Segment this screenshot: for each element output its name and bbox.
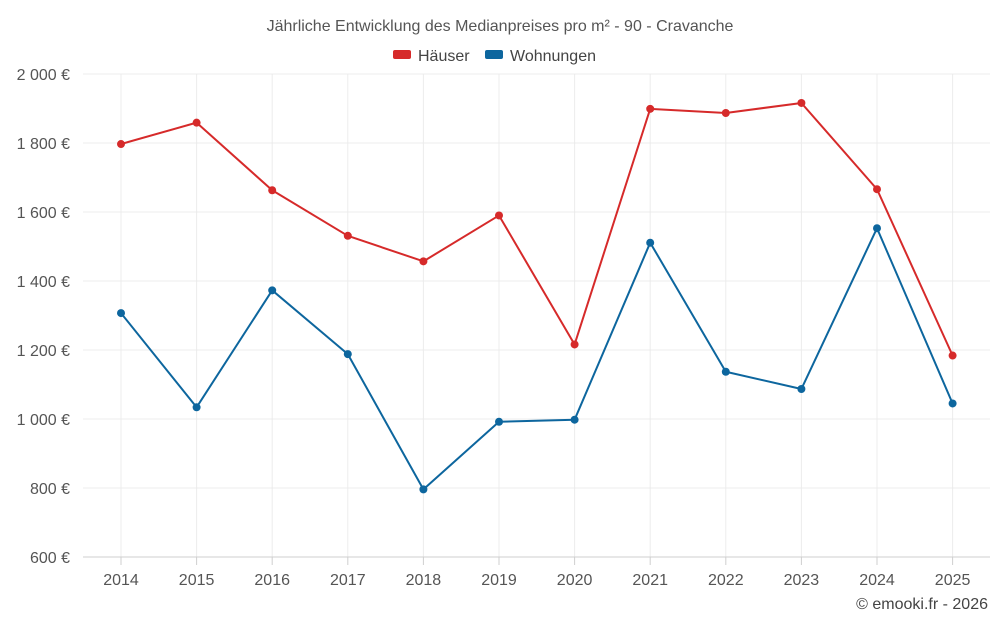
x-tick-label: 2022 <box>708 572 744 589</box>
x-axis-ticks: 2014 2015 2016 2017 2018 2019 2020 2021 2022 2023… <box>103 557 970 589</box>
data-point-haeuser[interactable] <box>646 104 655 113</box>
series-group <box>117 98 957 494</box>
data-point-haeuser[interactable] <box>268 186 277 195</box>
series-line-haeuser <box>120 101 954 356</box>
x-tick-label: 2020 <box>557 572 593 589</box>
data-point-haeuser[interactable] <box>873 185 881 194</box>
data-point-wohnungen[interactable] <box>268 286 277 295</box>
legend-item-haeuser[interactable]: Häuser <box>393 48 470 65</box>
data-point-wohnungen[interactable] <box>721 367 730 376</box>
legend-label-wohnungen: Wohnungen <box>510 48 596 65</box>
legend-item-wohnungen[interactable]: Wohnungen <box>485 48 596 65</box>
data-point-haeuser[interactable] <box>117 140 125 149</box>
x-gridlines <box>120 74 954 557</box>
x-tick-label: 2021 <box>632 572 668 589</box>
y-axis-ticks: 600 € 800 € 1 000 € 1 200 € 1 400 € 1 600 € 1 … <box>17 67 70 567</box>
data-point-haeuser[interactable] <box>797 98 806 107</box>
y-tick-label: 600 € <box>30 550 70 567</box>
data-point-haeuser[interactable] <box>192 118 201 127</box>
y-tick-label: 1 400 € <box>17 274 70 291</box>
data-point-wohnungen[interactable] <box>419 485 428 494</box>
data-point-wohnungen[interactable] <box>797 384 806 393</box>
data-point-wohnungen[interactable] <box>495 417 503 426</box>
series-line-wohnungen <box>120 227 954 491</box>
data-point-wohnungen[interactable] <box>873 224 881 233</box>
x-tick-label: 2018 <box>406 572 442 589</box>
credit-text: © emooki.fr - 2026 <box>856 596 988 613</box>
data-point-wohnungen[interactable] <box>646 238 655 247</box>
data-point-wohnungen[interactable] <box>570 415 579 424</box>
data-point-wohnungen[interactable] <box>948 399 957 408</box>
data-point-wohnungen[interactable] <box>192 403 201 412</box>
data-point-haeuser[interactable] <box>419 257 428 266</box>
y-tick-label: 800 € <box>30 481 70 498</box>
legend[interactable]: Häuser Wohnungen <box>393 48 596 65</box>
y-tick-label: 1 000 € <box>17 412 70 429</box>
data-point-haeuser[interactable] <box>948 351 957 360</box>
data-point-wohnungen[interactable] <box>343 350 352 359</box>
legend-swatch-haeuser <box>393 50 411 59</box>
y-tick-label: 1 800 € <box>17 136 70 153</box>
x-tick-label: 2024 <box>859 572 895 589</box>
data-point-haeuser[interactable] <box>570 340 579 349</box>
y-tick-label: 1 600 € <box>17 205 70 222</box>
data-point-haeuser[interactable] <box>343 231 352 240</box>
chart-title: Jährliche Entwicklung des Medianpreises … <box>267 18 734 35</box>
y-tick-label: 2 000 € <box>17 67 70 84</box>
x-tick-label: 2025 <box>935 572 971 589</box>
data-point-wohnungen[interactable] <box>117 309 125 318</box>
x-tick-label: 2014 <box>103 572 139 589</box>
x-tick-label: 2019 <box>481 572 517 589</box>
legend-swatch-wohnungen <box>485 50 503 59</box>
data-point-haeuser[interactable] <box>495 211 503 220</box>
data-point-haeuser[interactable] <box>721 108 730 117</box>
x-tick-label: 2023 <box>784 572 820 589</box>
x-tick-label: 2016 <box>254 572 290 589</box>
y-tick-label: 1 200 € <box>17 343 70 360</box>
legend-label-haeuser: Häuser <box>418 48 470 65</box>
x-tick-label: 2015 <box>179 572 215 589</box>
x-tick-label: 2017 <box>330 572 366 589</box>
